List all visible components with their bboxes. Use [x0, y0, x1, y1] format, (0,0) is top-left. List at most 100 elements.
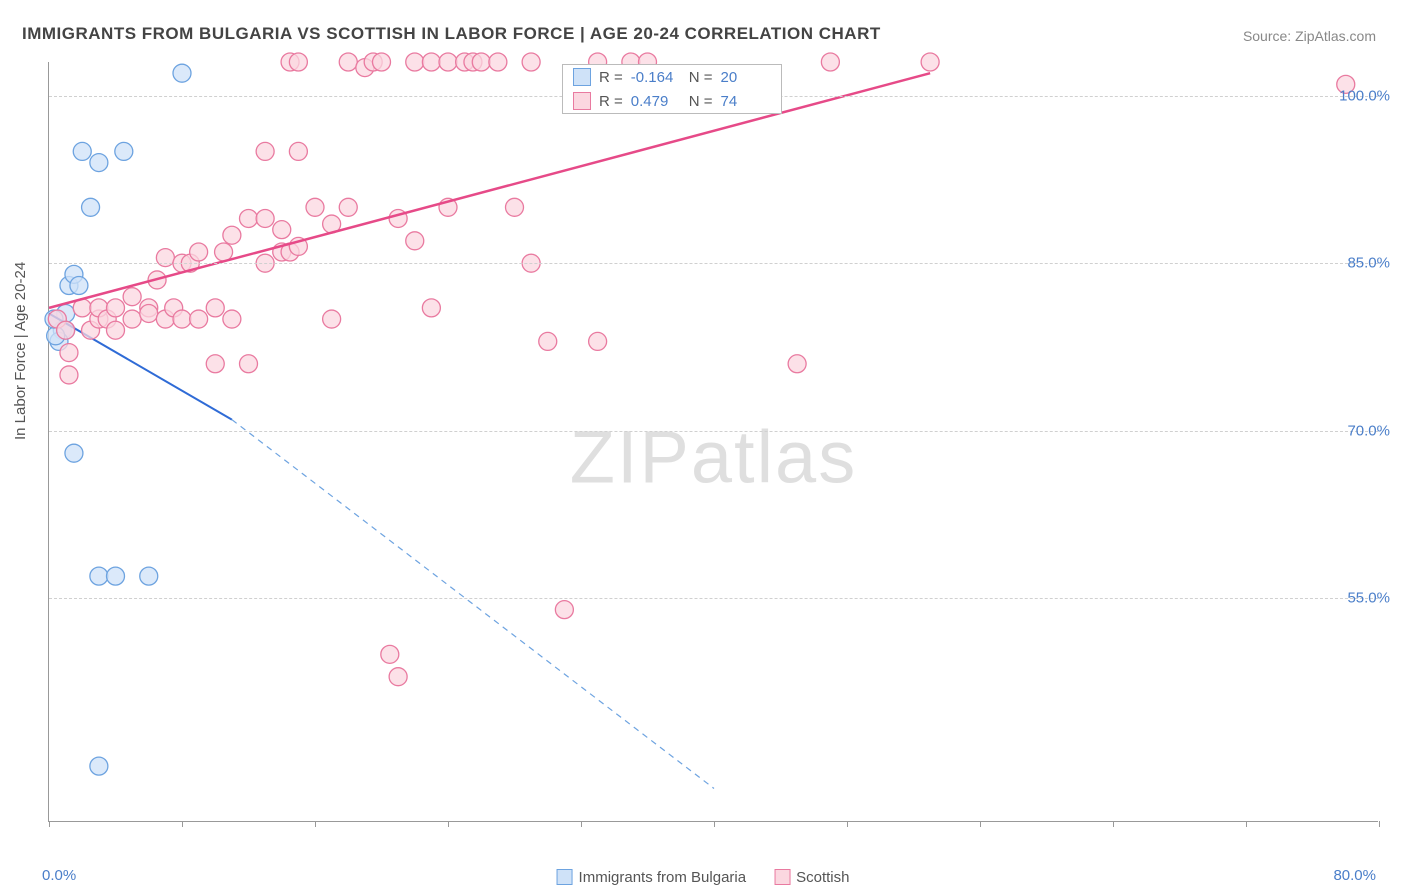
- scatter-point: [289, 53, 307, 71]
- regression-extrapolate: [232, 420, 714, 789]
- scatter-point: [57, 321, 75, 339]
- legend-swatch-icon: [774, 869, 790, 885]
- scatter-point: [107, 567, 125, 585]
- scatter-point: [140, 304, 158, 322]
- correlation-stats-box: R = -0.164 N = 20 R = 0.479 N = 74: [562, 64, 782, 114]
- gridline-h: [49, 431, 1378, 432]
- scatter-point: [82, 198, 100, 216]
- scatter-point: [60, 344, 78, 362]
- x-tick: [1113, 821, 1114, 827]
- scatter-point: [788, 355, 806, 373]
- scatter-svg: [49, 62, 1378, 821]
- scatter-point: [223, 226, 241, 244]
- legend-swatch-icon: [573, 68, 591, 86]
- y-tick-label: 55.0%: [1347, 590, 1390, 607]
- n-value: 74: [721, 93, 771, 110]
- scatter-point: [173, 64, 191, 82]
- scatter-point: [90, 757, 108, 775]
- n-label: N =: [689, 93, 713, 110]
- legend-item: Immigrants from Bulgaria: [557, 869, 747, 886]
- y-tick-label: 70.0%: [1347, 422, 1390, 439]
- x-tick: [980, 821, 981, 827]
- scatter-point: [256, 142, 274, 160]
- scatter-point: [323, 310, 341, 328]
- regression-line: [49, 313, 232, 419]
- scatter-point: [539, 332, 557, 350]
- scatter-point: [821, 53, 839, 71]
- n-label: N =: [689, 69, 713, 86]
- scatter-point: [173, 310, 191, 328]
- x-axis-min-label: 0.0%: [42, 867, 76, 884]
- scatter-point: [240, 209, 258, 227]
- x-tick: [714, 821, 715, 827]
- scatter-point: [190, 243, 208, 261]
- scatter-point: [206, 355, 224, 373]
- scatter-point: [70, 277, 88, 295]
- legend-swatch-icon: [573, 92, 591, 110]
- r-value: 0.479: [631, 93, 681, 110]
- x-tick: [581, 821, 582, 827]
- r-label: R =: [599, 69, 623, 86]
- stats-row: R = -0.164 N = 20: [563, 65, 781, 89]
- scatter-point: [273, 221, 291, 239]
- scatter-point: [140, 567, 158, 585]
- x-tick: [1379, 821, 1380, 827]
- scatter-point: [123, 310, 141, 328]
- scatter-point: [60, 366, 78, 384]
- scatter-point: [406, 53, 424, 71]
- scatter-point: [223, 310, 241, 328]
- legend-label: Immigrants from Bulgaria: [579, 869, 747, 886]
- scatter-point: [381, 645, 399, 663]
- scatter-point: [256, 209, 274, 227]
- scatter-point: [240, 355, 258, 373]
- scatter-point: [123, 288, 141, 306]
- x-tick: [448, 821, 449, 827]
- x-tick: [182, 821, 183, 827]
- y-tick-label: 100.0%: [1339, 87, 1390, 104]
- x-axis-max-label: 80.0%: [1333, 867, 1376, 884]
- scatter-point: [439, 53, 457, 71]
- scatter-point: [522, 53, 540, 71]
- scatter-point: [65, 444, 83, 462]
- scatter-point: [422, 299, 440, 317]
- scatter-point: [472, 53, 490, 71]
- scatter-point: [506, 198, 524, 216]
- scatter-point: [90, 567, 108, 585]
- scatter-point: [107, 321, 125, 339]
- scatter-point: [190, 310, 208, 328]
- scatter-point: [406, 232, 424, 250]
- scatter-point: [306, 198, 324, 216]
- legend-swatch-icon: [557, 869, 573, 885]
- gridline-h: [49, 598, 1378, 599]
- scatter-point: [373, 53, 391, 71]
- x-tick: [1246, 821, 1247, 827]
- plot-area: ZIPatlas: [48, 62, 1378, 822]
- scatter-point: [339, 53, 357, 71]
- chart-title: IMMIGRANTS FROM BULGARIA VS SCOTTISH IN …: [22, 24, 881, 44]
- scatter-point: [206, 299, 224, 317]
- source-attribution: Source: ZipAtlas.com: [1243, 28, 1376, 44]
- scatter-point: [73, 142, 91, 160]
- x-tick: [847, 821, 848, 827]
- scatter-point: [555, 601, 573, 619]
- x-tick: [315, 821, 316, 827]
- n-value: 20: [721, 69, 771, 86]
- y-tick-label: 85.0%: [1347, 255, 1390, 272]
- y-axis-title: In Labor Force | Age 20-24: [12, 262, 29, 440]
- gridline-h: [49, 263, 1378, 264]
- r-value: -0.164: [631, 69, 681, 86]
- scatter-point: [389, 668, 407, 686]
- scatter-point: [289, 142, 307, 160]
- x-tick: [49, 821, 50, 827]
- legend-item: Scottish: [774, 869, 849, 886]
- scatter-point: [339, 198, 357, 216]
- scatter-point: [215, 243, 233, 261]
- scatter-point: [589, 332, 607, 350]
- legend-bottom: Immigrants from Bulgaria Scottish: [557, 869, 850, 886]
- scatter-point: [422, 53, 440, 71]
- scatter-point: [921, 53, 939, 71]
- scatter-point: [489, 53, 507, 71]
- legend-label: Scottish: [796, 869, 849, 886]
- r-label: R =: [599, 93, 623, 110]
- scatter-point: [115, 142, 133, 160]
